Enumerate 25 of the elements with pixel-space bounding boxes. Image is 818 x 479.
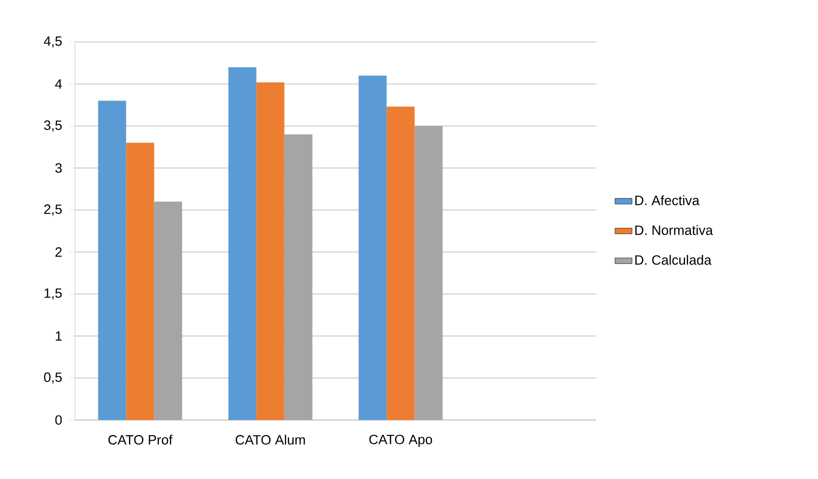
y-tick-label: 0 [55, 415, 62, 425]
x-tick-label: CATO Alum [236, 434, 305, 445]
bar [284, 134, 312, 420]
legend-label: D. Calculada [635, 254, 712, 265]
y-tick-label: 1 [56, 331, 62, 341]
y-tick-label: 3 [55, 163, 62, 173]
bar [386, 106, 415, 420]
bar [154, 202, 182, 420]
bar [98, 100, 126, 420]
legend-label: D. Afectiva [635, 195, 700, 206]
y-tick-label: 4 [55, 79, 62, 89]
y-tick-label: 2,5 [44, 204, 62, 216]
x-tick-label: CATO Apo [369, 434, 432, 447]
bar [414, 126, 443, 420]
bar [256, 82, 284, 420]
x-tick-label: CATO Prof [108, 434, 173, 445]
y-tick-label: 3,5 [44, 120, 62, 132]
y-tick-label: 2 [55, 247, 62, 257]
bar [126, 142, 154, 420]
bar [228, 67, 256, 420]
legend-label: D. Normativa [635, 225, 713, 236]
y-tick-label: 4,5 [44, 36, 62, 48]
y-tick-label: 0,5 [44, 372, 62, 384]
y-tick-label: 1,5 [44, 288, 62, 300]
bar [358, 76, 387, 420]
